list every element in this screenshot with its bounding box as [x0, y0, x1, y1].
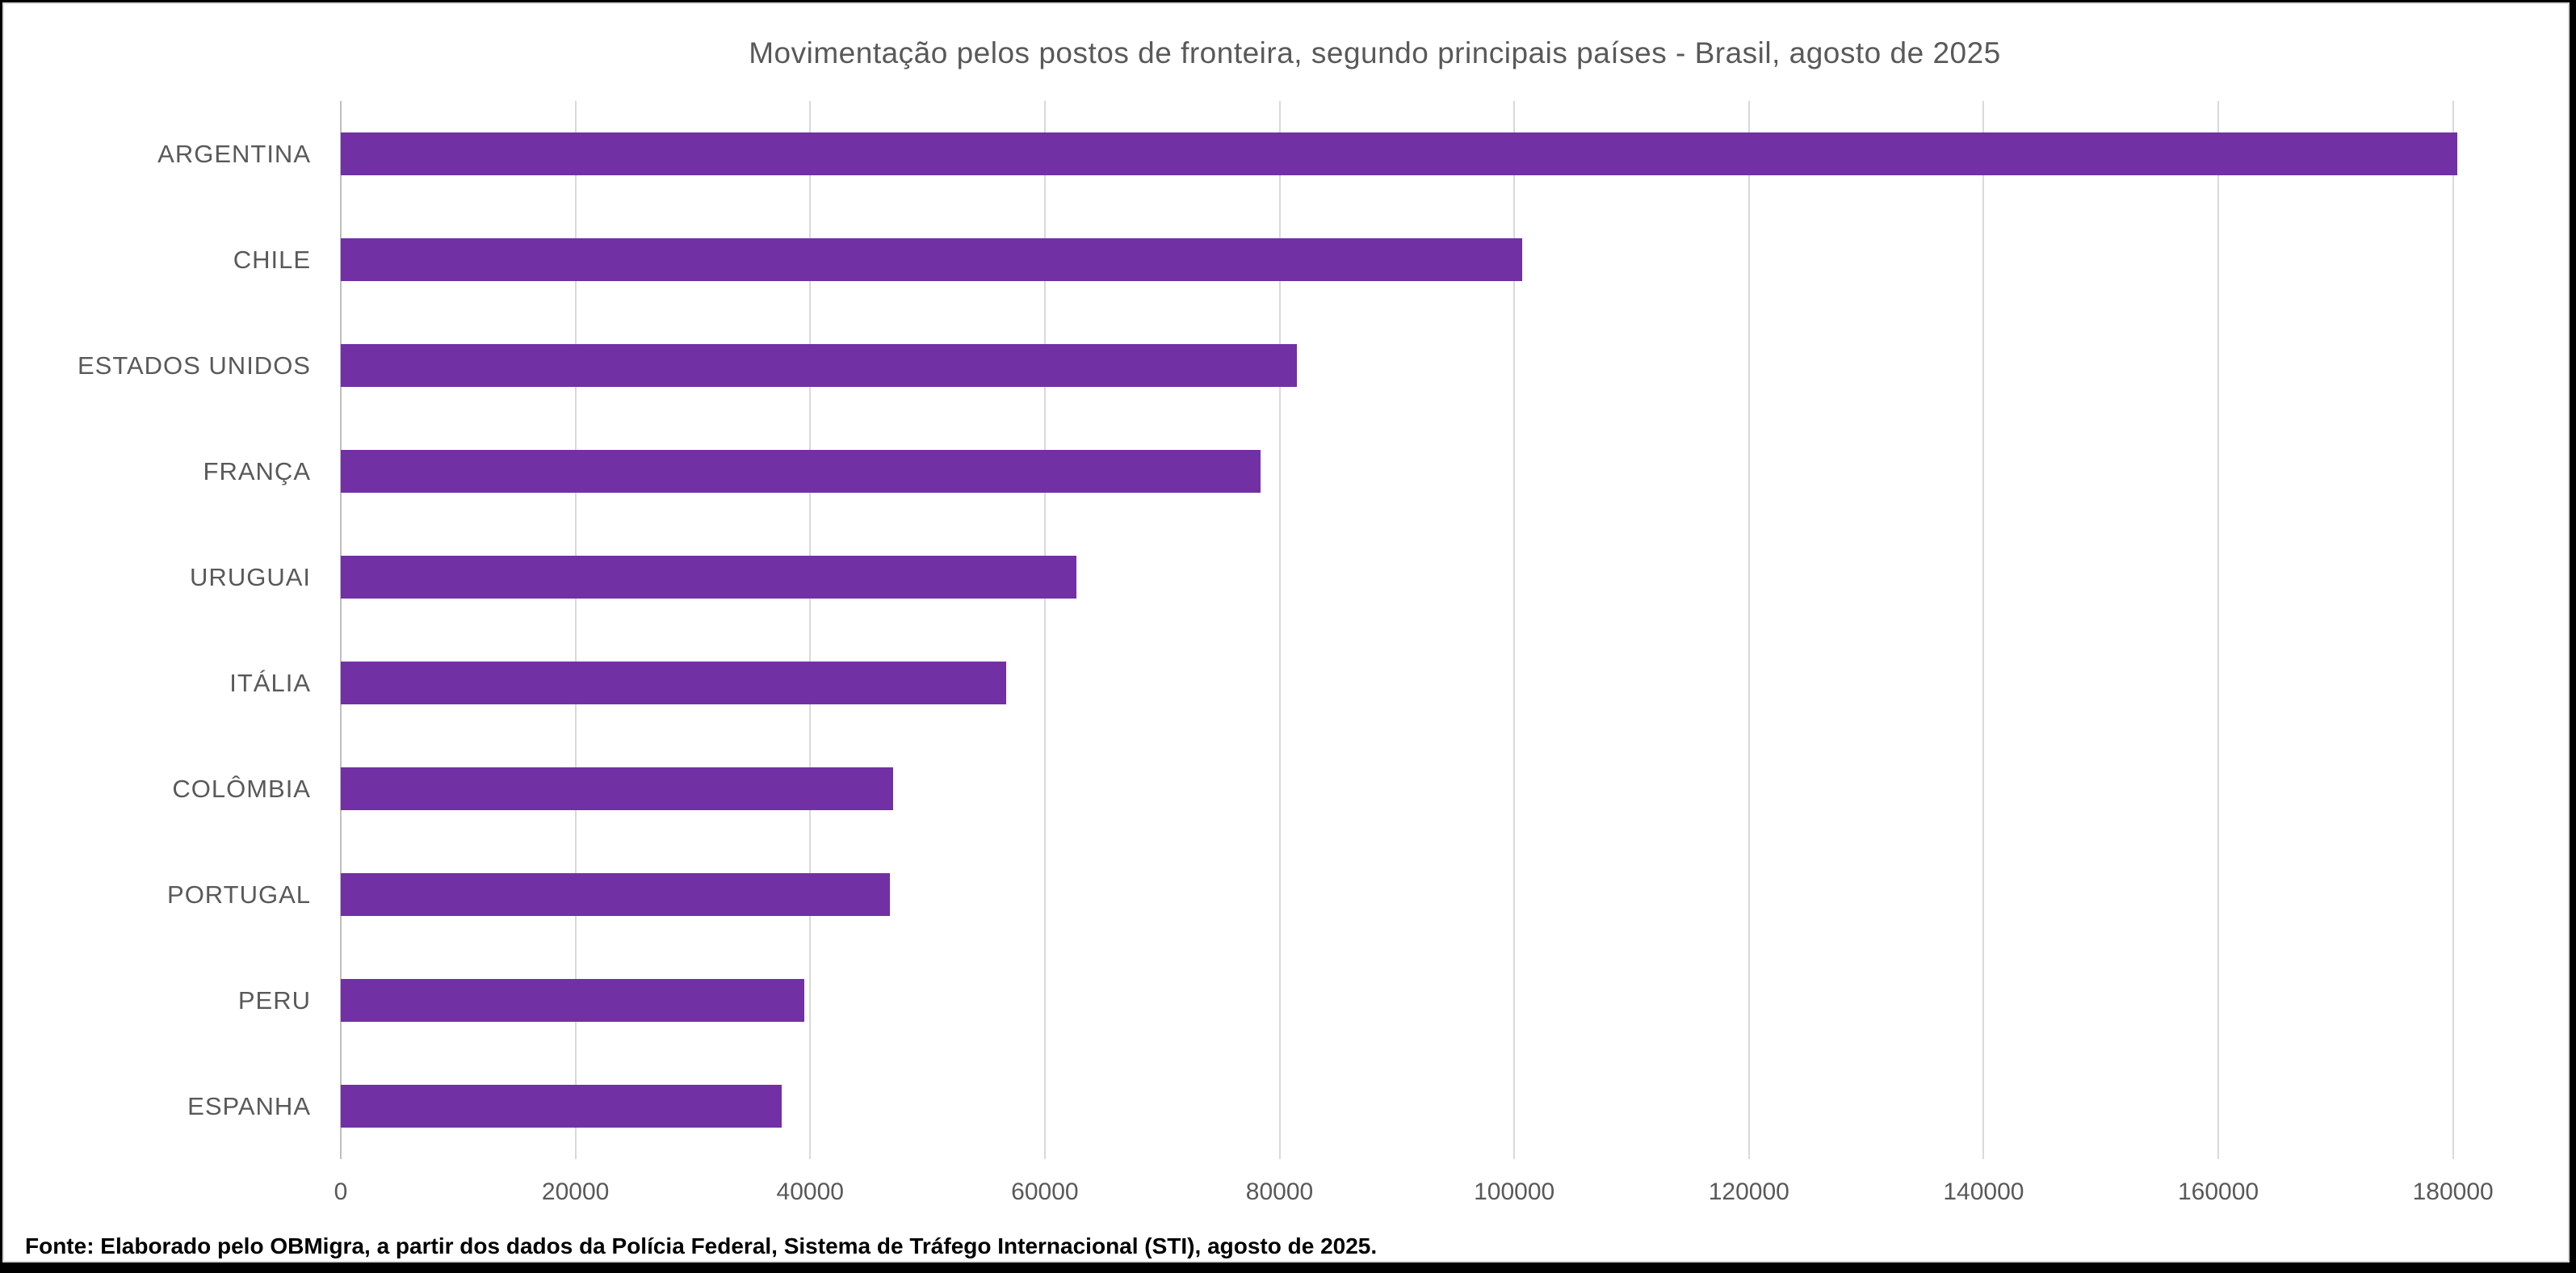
gridline — [2217, 101, 2220, 1159]
bar-colômbia — [341, 767, 894, 810]
bar-row — [341, 842, 2570, 947]
bar-portugal — [341, 873, 891, 916]
gridline — [1513, 101, 1516, 1159]
bar-row — [341, 207, 2570, 313]
value-tick-label: 140000 — [1943, 1178, 2024, 1205]
value-tick-label: 100000 — [1474, 1178, 1555, 1205]
bar-argentina — [341, 132, 2458, 175]
bar-row — [341, 101, 2570, 207]
value-tick-label: 120000 — [1708, 1178, 1789, 1205]
bar-peru — [341, 979, 804, 1022]
value-tick-label: 0 — [334, 1178, 348, 1205]
bar-estados-unidos — [341, 344, 1298, 387]
category-label: URUGUAI — [190, 562, 311, 591]
bar-uruguai — [341, 556, 1077, 599]
category-label: CHILE — [233, 245, 311, 274]
value-tick-label: 60000 — [1011, 1178, 1079, 1205]
bar-espanha — [341, 1085, 782, 1128]
source-note: Fonte: Elaborado pelo OBMigra, a partir … — [25, 1233, 1378, 1258]
gridline — [1278, 101, 1281, 1159]
category-label: ITÁLIA — [229, 668, 311, 697]
gridline — [2452, 101, 2454, 1159]
gridline — [574, 101, 577, 1159]
bar-row — [341, 736, 2570, 842]
zero-axis-line — [340, 101, 342, 1159]
category-label: FRANÇA — [203, 456, 311, 485]
bar-frança — [341, 450, 1261, 493]
category-label: PERU — [237, 985, 311, 1015]
value-tick-label: 180000 — [2412, 1178, 2494, 1205]
bar-row — [341, 313, 2570, 418]
bar-row — [341, 947, 2570, 1053]
bar-series — [341, 101, 2570, 1159]
category-label: ARGENTINA — [157, 139, 311, 168]
value-axis: 0 20000 40000 60000 80000 100000 120000 140000 1… — [334, 1169, 2570, 1206]
bar-row — [341, 630, 2570, 736]
bar-itália — [341, 662, 1006, 704]
gridline — [1747, 101, 1750, 1159]
chart-title: Movimentação pelos postos de fronteira, … — [749, 36, 2001, 69]
plot-area — [340, 101, 2570, 1159]
value-tick-label: 80000 — [1245, 1178, 1314, 1205]
category-label: PORTUGAL — [167, 880, 311, 909]
category-label: COLÔMBIA — [172, 774, 311, 803]
bar-chile — [341, 238, 1523, 281]
category-label: ESPANHA — [187, 1091, 311, 1120]
gridline — [809, 101, 812, 1159]
bar-row — [341, 524, 2570, 630]
gridlines — [340, 101, 2570, 1159]
category-label: ESTADOS UNIDOS — [77, 351, 311, 380]
bar-row — [341, 418, 2570, 524]
gridline — [1982, 101, 1985, 1159]
value-tick-label: 160000 — [2177, 1178, 2259, 1205]
bar-row — [341, 1053, 2570, 1159]
gridline — [1043, 101, 1046, 1159]
value-tick-label: 40000 — [776, 1178, 844, 1205]
value-tick-label: 20000 — [541, 1178, 610, 1205]
